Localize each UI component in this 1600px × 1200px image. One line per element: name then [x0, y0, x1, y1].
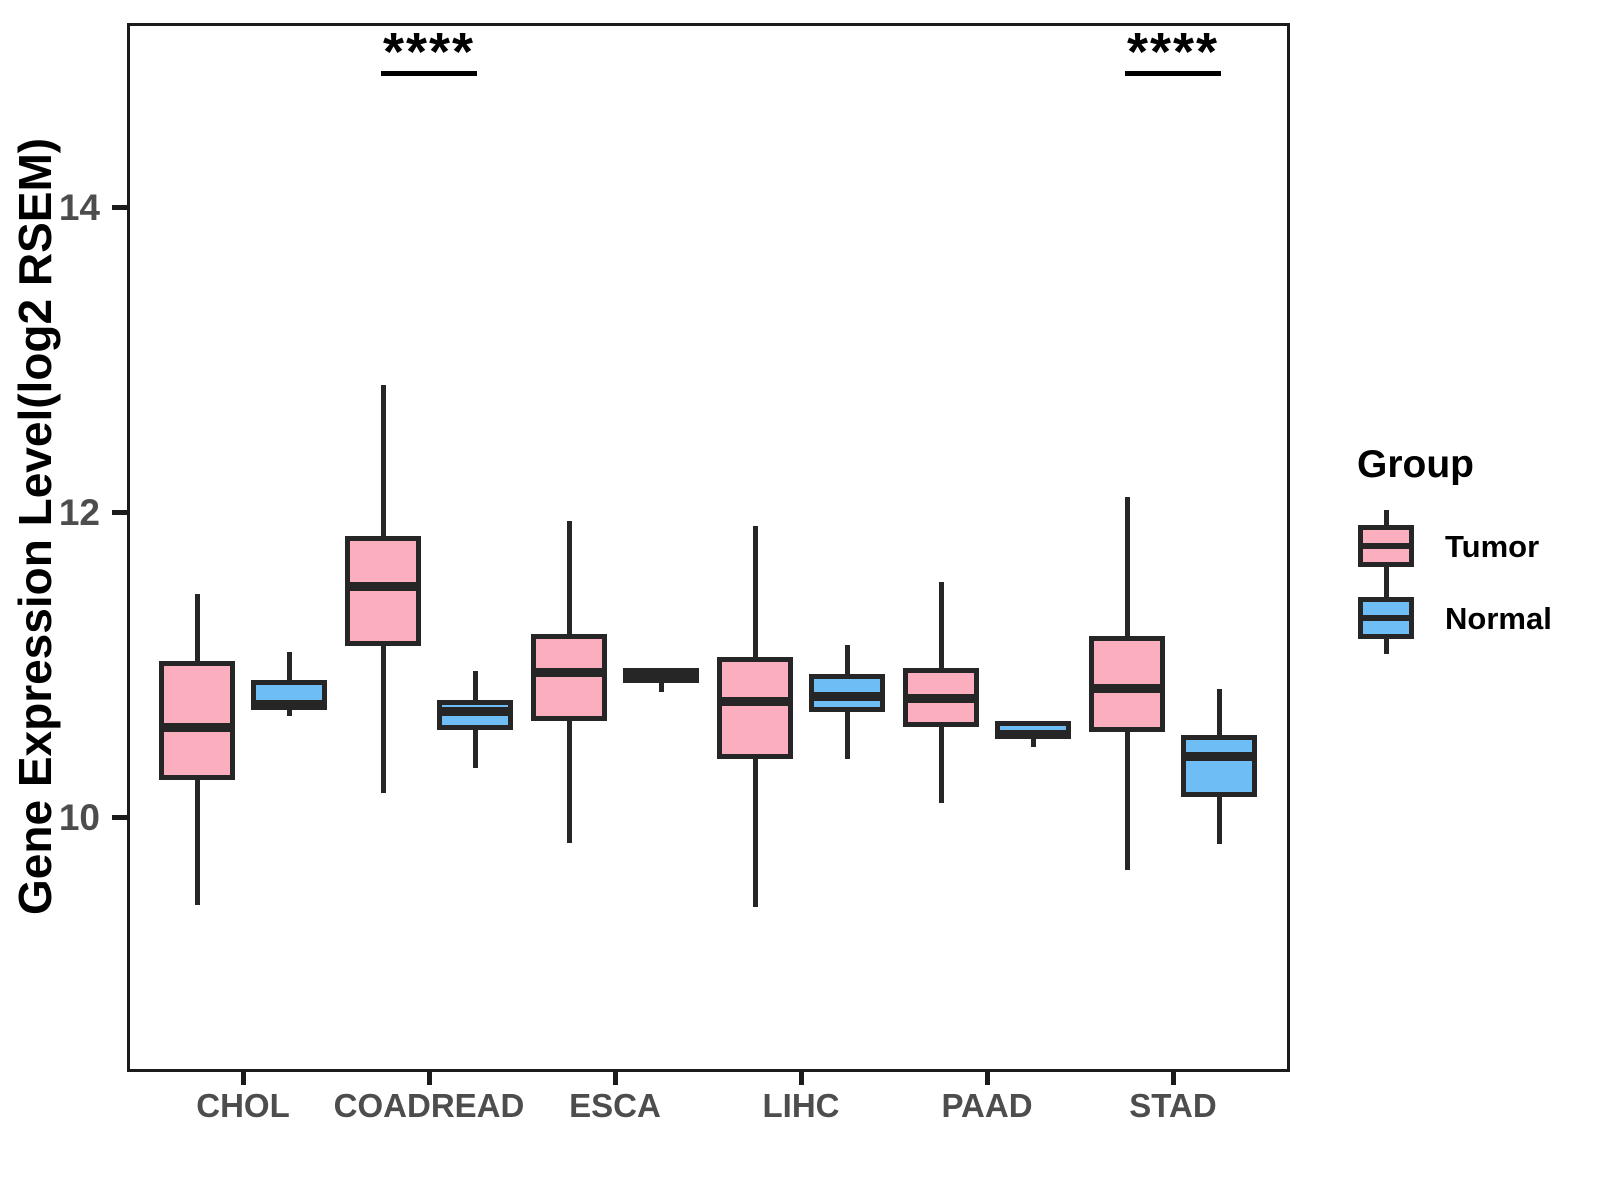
- normal-median-CHOL: [251, 699, 327, 709]
- tumor-median-CHOL: [159, 722, 235, 732]
- glyph-median: [1358, 615, 1414, 621]
- y-tick-mark: [112, 814, 127, 820]
- tumor-median-LIHC: [717, 696, 793, 706]
- normal-boxplot-icon: [1357, 582, 1417, 654]
- tumor-box-STAD: [1089, 635, 1165, 732]
- legend-entry-normal: Normal: [1357, 582, 1552, 654]
- x-tick-label: PAAD: [941, 1087, 1033, 1124]
- significance-line-COADREAD: [381, 71, 477, 76]
- tumor-box-COADREAD: [345, 536, 421, 647]
- x-tick-mark: [426, 1072, 432, 1085]
- x-tick-mark: [798, 1072, 804, 1085]
- x-tick-label: COADREAD: [333, 1087, 525, 1124]
- glyph-lower-whisker: [1384, 639, 1389, 654]
- x-tick-mark: [984, 1072, 990, 1085]
- x-tick-label: ESCA: [569, 1087, 661, 1124]
- x-tick-label: STAD: [1129, 1087, 1217, 1124]
- x-tick-mark: [240, 1072, 246, 1085]
- x-tick-label: CHOL: [196, 1087, 290, 1124]
- legend-label-normal: Normal: [1445, 600, 1552, 636]
- normal-median-PAAD: [995, 730, 1071, 740]
- glyph-upper-whisker: [1384, 510, 1389, 525]
- y-tick-label: 10: [58, 797, 100, 838]
- tumor-median-COADREAD: [345, 582, 421, 592]
- glyph-upper-whisker: [1384, 582, 1389, 597]
- tumor-box-LIHC: [717, 656, 793, 760]
- tumor-box-CHOL: [159, 661, 235, 781]
- legend-entry-tumor: Tumor: [1357, 510, 1552, 582]
- tumor-median-STAD: [1089, 684, 1165, 694]
- y-tick-label: 14: [58, 187, 100, 228]
- significance-stars-STAD: ****: [1126, 22, 1220, 82]
- glyph-lower-whisker: [1384, 567, 1389, 582]
- tumor-median-ESCA: [531, 667, 607, 677]
- x-tick-mark: [612, 1072, 618, 1085]
- tumor-box-ESCA: [531, 634, 607, 721]
- y-tick-mark: [112, 204, 127, 210]
- x-tick-mark: [1170, 1072, 1176, 1085]
- normal-median-ESCA: [623, 670, 699, 680]
- normal-median-COADREAD: [437, 707, 513, 717]
- glyph-median: [1358, 543, 1414, 549]
- legend-title: Group: [1357, 443, 1474, 486]
- plot-panel: [127, 23, 1290, 1072]
- y-tick-mark: [112, 509, 127, 515]
- legend: Group Tumor Normal: [1357, 445, 1552, 654]
- tumor-median-PAAD: [903, 693, 979, 703]
- x-tick-label: LIHC: [762, 1087, 840, 1124]
- normal-box-STAD: [1181, 734, 1257, 798]
- normal-median-LIHC: [809, 692, 885, 702]
- normal-median-STAD: [1181, 751, 1257, 761]
- tumor-boxplot-icon: [1357, 510, 1417, 582]
- significance-line-STAD: [1125, 71, 1221, 76]
- significance-stars-COADREAD: ****: [382, 22, 476, 82]
- y-tick-label: 12: [58, 492, 100, 533]
- legend-label-tumor: Tumor: [1445, 528, 1540, 564]
